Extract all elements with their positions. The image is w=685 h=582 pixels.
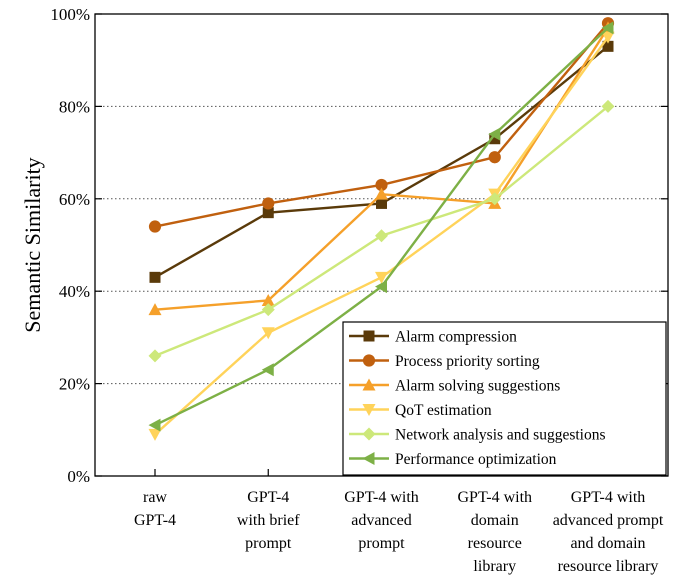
x-category-label-line: prompt bbox=[245, 535, 292, 552]
legend-box bbox=[342, 321, 667, 476]
y-tick-label: 0% bbox=[67, 467, 90, 486]
legend-marker bbox=[362, 404, 376, 416]
x-category-label-line: GPT-4 with bbox=[344, 489, 419, 506]
x-category-label-line: resource bbox=[468, 535, 522, 552]
series-5 bbox=[148, 21, 614, 432]
data-point bbox=[488, 127, 501, 141]
data-point bbox=[375, 187, 388, 200]
data-point bbox=[261, 327, 275, 340]
x-category-label-line: domain bbox=[471, 512, 519, 529]
data-point bbox=[148, 418, 161, 432]
legend-label: Performance optimization bbox=[395, 451, 557, 468]
legend-marker bbox=[362, 354, 376, 367]
x-category-label: raw GPT-4 bbox=[134, 489, 176, 529]
legend-marker bbox=[362, 378, 376, 391]
legend-marker bbox=[362, 452, 375, 465]
x-category-label-line: library bbox=[473, 558, 516, 575]
data-point bbox=[375, 229, 388, 243]
y-tick-label: 20% bbox=[59, 375, 90, 394]
data-point bbox=[488, 151, 501, 164]
data-point bbox=[601, 31, 615, 44]
x-category-label-line: GPT-4 bbox=[247, 489, 289, 506]
data-point bbox=[149, 271, 161, 283]
y-tick-label: 60% bbox=[59, 190, 90, 209]
series-3 bbox=[148, 31, 615, 441]
data-point bbox=[489, 133, 501, 145]
x-category-label-line: with brief bbox=[237, 512, 300, 529]
x-category-label-line: GPT-4 bbox=[134, 512, 176, 529]
x-category-label-line: GPT-4 with bbox=[457, 489, 532, 506]
y-tick-label: 100% bbox=[50, 5, 90, 24]
data-point bbox=[376, 197, 387, 209]
x-category-label: GPT-4 with advanced prompt bbox=[344, 489, 419, 552]
data-point bbox=[601, 99, 615, 113]
data-point bbox=[261, 293, 275, 306]
data-point bbox=[148, 428, 162, 441]
x-category-label: GPT-4 with brief prompt bbox=[237, 489, 300, 552]
y-axis-title: Semantic Similarity bbox=[20, 157, 45, 332]
data-point bbox=[261, 303, 275, 317]
x-category-label: GPT-4 with advanced prompt and domain resou… bbox=[553, 489, 664, 575]
x-category-label-line: raw bbox=[143, 489, 167, 506]
data-point bbox=[375, 271, 388, 284]
x-category-label-line: resource library bbox=[558, 558, 659, 575]
x-category-label-line: and domain bbox=[570, 535, 645, 552]
series-0 bbox=[149, 40, 614, 283]
legend-marker bbox=[363, 330, 375, 342]
legend-label: Alarm solving suggestions bbox=[395, 378, 560, 395]
x-category-label-line: advanced bbox=[351, 512, 411, 529]
data-point bbox=[148, 349, 162, 363]
data-point bbox=[488, 192, 502, 206]
legend-label: Alarm compression bbox=[395, 329, 517, 346]
legend-label: Process priority sorting bbox=[395, 353, 540, 370]
legend-marker bbox=[362, 427, 376, 441]
x-category-label-line: advanced prompt bbox=[553, 512, 664, 529]
y-tick-label: 40% bbox=[59, 282, 90, 301]
series-2 bbox=[148, 21, 615, 316]
data-point bbox=[261, 363, 274, 377]
series-4 bbox=[148, 99, 615, 363]
x-category-label-line: GPT-4 with bbox=[571, 489, 646, 506]
data-point bbox=[375, 280, 387, 294]
data-point bbox=[601, 21, 614, 35]
y-tick-label: 80% bbox=[59, 97, 90, 116]
data-point bbox=[148, 303, 162, 316]
x-category-label-line: prompt bbox=[358, 535, 405, 552]
legend-label: Network analysis and suggestions bbox=[395, 427, 606, 444]
data-point bbox=[148, 220, 162, 233]
x-category-label: GPT-4 with domain resource library bbox=[457, 489, 532, 575]
data-point bbox=[375, 178, 388, 192]
data-point bbox=[262, 207, 274, 219]
data-point bbox=[262, 197, 275, 210]
legend-label: QoT estimation bbox=[395, 402, 492, 419]
series-line bbox=[154, 27, 610, 311]
data-point bbox=[602, 40, 614, 52]
